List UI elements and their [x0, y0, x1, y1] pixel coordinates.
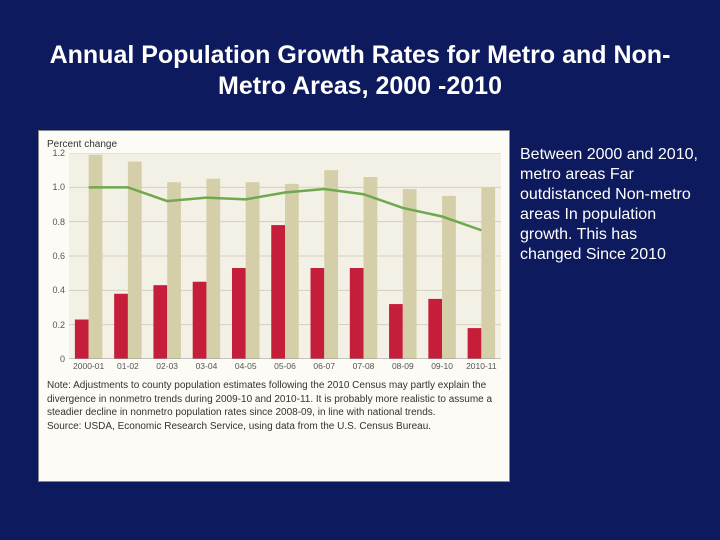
y-tick: 0.4 [52, 285, 65, 295]
x-tick: 07-08 [353, 361, 375, 371]
x-tick: 03-04 [196, 361, 218, 371]
page-title: Annual Population Growth Rates for Metro… [0, 40, 720, 103]
x-tick: 2010-11 [466, 361, 497, 371]
y-tick: 1.0 [52, 182, 65, 192]
x-tick: 01-02 [117, 361, 139, 371]
x-tick: 09-10 [431, 361, 453, 371]
chart-panel: Percent change U.S. Nonmetro Metro 00.20… [38, 130, 510, 482]
chart-svg [69, 153, 501, 359]
x-tick: 08-09 [392, 361, 414, 371]
x-tick: 2000-01 [73, 361, 104, 371]
x-tick: 06-07 [313, 361, 335, 371]
chart-note: Note: Adjustments to county population e… [47, 379, 501, 433]
plot-area [69, 153, 501, 359]
x-tick: 02-03 [156, 361, 178, 371]
x-tick: 04-05 [235, 361, 257, 371]
y-tick: 0.8 [52, 217, 65, 227]
side-commentary: Between 2000 and 2010, metro areas Far o… [520, 145, 700, 265]
y-tick: 0.2 [52, 320, 65, 330]
y-tick: 1.2 [52, 148, 65, 158]
y-tick: 0.6 [52, 251, 65, 261]
x-tick: 05-06 [274, 361, 296, 371]
y-tick: 0 [60, 354, 65, 364]
